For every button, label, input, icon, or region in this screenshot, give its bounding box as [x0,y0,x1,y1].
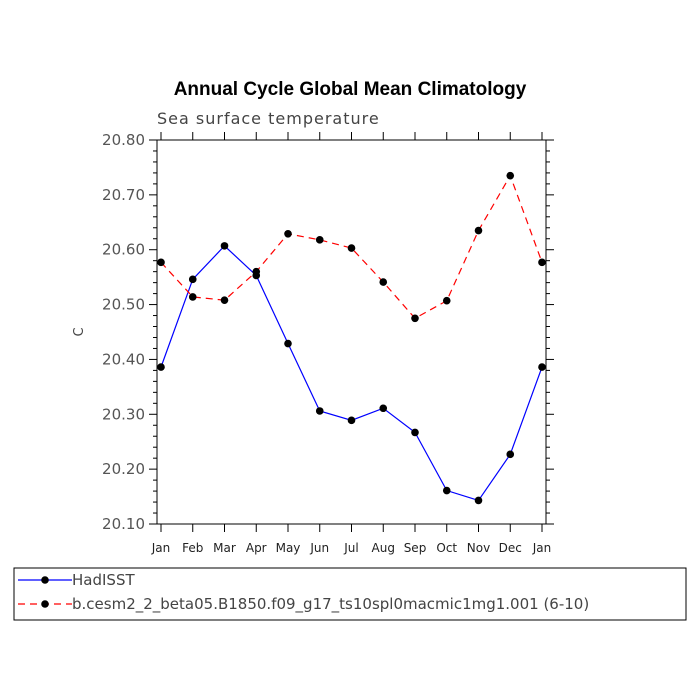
data-point [284,339,292,348]
x-tick-label: Nov [467,541,490,555]
data-point [442,296,451,305]
data-point [220,296,229,304]
data-point [315,236,324,244]
data-point [315,407,324,415]
y-tick-label: 20.60 [102,241,145,259]
data-point [347,244,356,252]
legend-label-2: b.cesm2_2_beta05.B1850.f09_g17_ts10spl0m… [72,595,589,614]
data-point [506,171,515,180]
legend-label-1: HadISST [72,571,135,589]
x-tick-label: Sep [404,541,427,555]
y-tick-label: 20.30 [102,405,145,423]
data-point [411,428,419,437]
x-tick-label: Apr [246,541,267,555]
y-tick-label: 20.70 [102,186,145,204]
x-tick-label: Aug [372,541,395,555]
legend-box [13,567,687,621]
y-tick-label: 20.50 [102,296,145,314]
x-tick-label: Dec [499,541,522,555]
series-line-1 [160,245,543,502]
data-point [220,242,229,250]
chart-title: Annual Cycle Global Mean Climatology [174,79,527,100]
y-tick-label: 20.20 [102,460,145,478]
x-tick-label: Jul [343,541,358,555]
y-tick-label: 20.40 [102,350,145,368]
data-point [157,363,165,371]
data-point [442,486,451,495]
y-tick-label: 20.80 [102,131,145,149]
data-point [188,275,197,284]
data-point [157,258,165,267]
x-tick-label: Jan [151,541,171,555]
x-tick-label: Feb [182,541,203,555]
data-point [347,416,356,425]
data-point [379,404,388,413]
plot-frame [156,139,547,525]
data-point [474,496,483,505]
y-axis-label: C [72,327,87,336]
data-point [506,450,515,459]
legend: HadISST b.cesm2_2_beta05.B1850.f09_g17_ts… [13,567,687,621]
x-tick-label: Oct [436,541,457,555]
x-tick-label: Jun [309,541,329,555]
x-tick-label: May [276,541,301,555]
data-point [538,258,546,267]
legend-marker-2 [41,600,49,608]
x-tick-label: Jan [532,541,552,555]
data-point [379,278,388,286]
y-tick-label: 20.10 [102,515,145,533]
data-point [252,267,261,276]
data-point [474,226,483,235]
data-point [188,293,197,301]
x-tick-label: Mar [213,541,236,555]
data-point [411,314,419,323]
data-point [284,230,292,238]
plot-area: 20.10 20.20 20.30 20.40 20.50 20.60 20.70 20.80… [72,131,554,555]
data-point [538,363,546,371]
chart-subtitle: Sea surface temperature [157,109,380,128]
legend-marker-1 [41,576,49,584]
